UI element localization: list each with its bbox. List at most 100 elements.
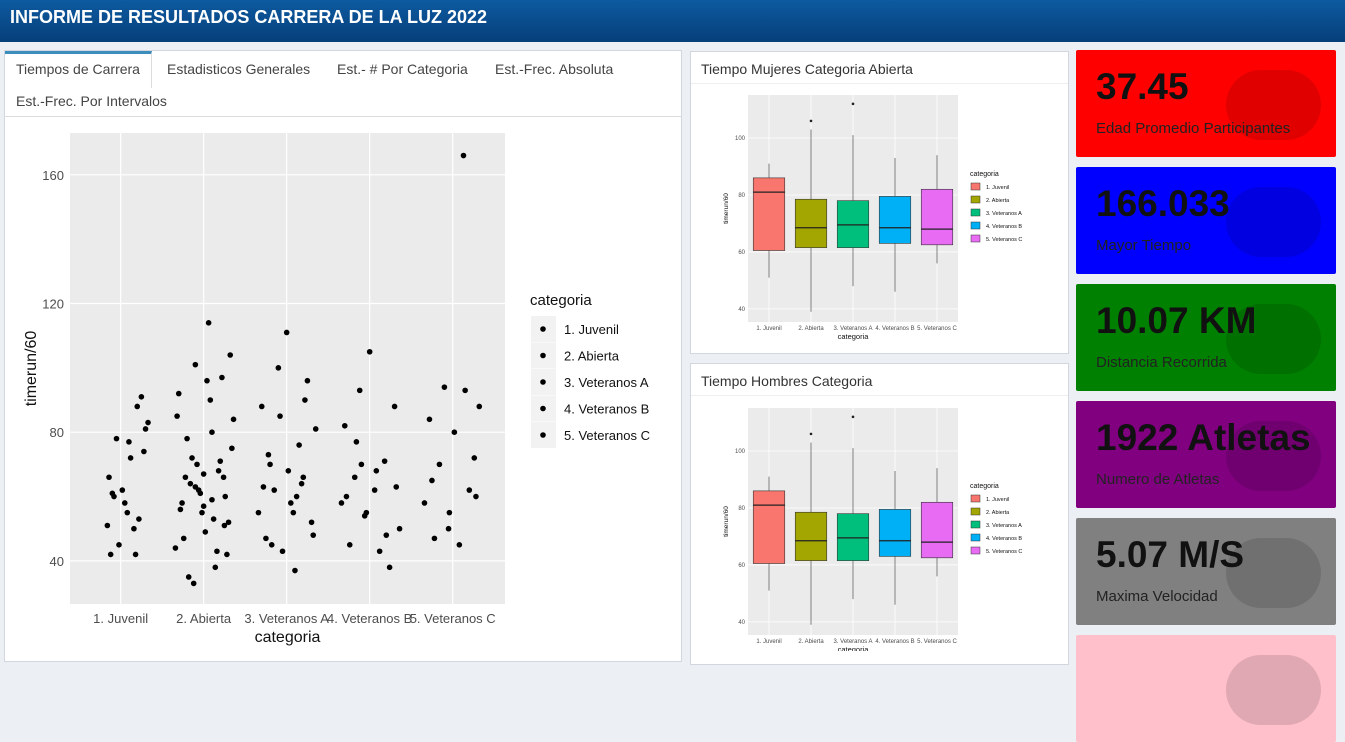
point [441, 384, 448, 390]
card-icon [1226, 421, 1321, 491]
point [371, 487, 378, 493]
legend-key [970, 208, 981, 217]
divider [691, 395, 1068, 396]
plot-background [70, 133, 505, 604]
x-tick-label: 5. Veteranos C [917, 639, 957, 645]
box [878, 509, 912, 557]
tab[interactable]: Tiempos de Carrera [16, 61, 140, 77]
box [794, 511, 828, 561]
point [255, 509, 262, 516]
point [197, 490, 204, 497]
y-tick-label: 120 [42, 297, 64, 312]
point [200, 471, 207, 477]
y-tick-label: 80 [738, 506, 745, 512]
card-icon [1226, 70, 1321, 140]
legend-key [970, 494, 981, 503]
point [175, 390, 182, 397]
legend-title: categoria [970, 171, 999, 178]
info-card: 5.07 M/S Maxima Velocidad [1076, 518, 1336, 625]
point [338, 500, 345, 506]
outlier [851, 415, 855, 419]
point [296, 442, 302, 448]
x-axis-title: categoria [838, 332, 870, 341]
outlier [851, 102, 855, 106]
point [189, 455, 195, 461]
active-tab[interactable] [5, 51, 152, 88]
legend-key [970, 533, 981, 542]
point [308, 519, 315, 526]
tab[interactable]: Est.- # Por Categoria [337, 61, 468, 77]
point [180, 535, 187, 542]
point [446, 509, 453, 516]
point [227, 352, 234, 358]
point [393, 484, 400, 490]
point [116, 542, 122, 548]
box [752, 490, 786, 564]
point [300, 474, 307, 481]
x-tick-label: 4. Veteranos B [327, 611, 412, 626]
tab[interactable]: Est.-Frec. Absoluta [495, 61, 614, 77]
tab[interactable]: Estadisticos Generales [167, 61, 311, 77]
point [304, 377, 311, 384]
x-tick-label: 1. Juvenil [756, 326, 781, 332]
header: INFORME DE RESULTADOS CARRERA DE LA LUZ … [0, 0, 1345, 42]
x-tick-label: 5. Veteranos C [917, 326, 957, 332]
point [221, 522, 228, 529]
card-value: 10.07 KM [1096, 300, 1257, 341]
point [267, 461, 273, 468]
y-tick-label: 60 [738, 250, 745, 256]
point [126, 439, 132, 445]
box [794, 198, 828, 248]
point [288, 500, 294, 506]
tab[interactable]: Est.-Frec. Por Intervalos [16, 93, 167, 109]
legend-key [970, 507, 981, 516]
point [265, 451, 272, 458]
legend-label: 1. Juvenil [564, 322, 619, 337]
card-icon [1226, 304, 1321, 374]
point [210, 516, 217, 522]
point [222, 493, 229, 500]
point [263, 535, 269, 542]
legend-label: 1. Juvenil [986, 497, 1009, 503]
point [476, 403, 483, 410]
card-value: 1922 Atletas [1096, 417, 1311, 458]
point [271, 487, 278, 493]
x-tick-label: 3. Veteranos A [833, 639, 872, 645]
point [363, 509, 370, 516]
point [310, 532, 317, 538]
point [121, 500, 128, 506]
card-label: Mayor Tiempo [1096, 237, 1192, 254]
point [192, 484, 199, 490]
point [187, 480, 194, 487]
point [174, 413, 180, 419]
point [346, 542, 353, 548]
point [451, 429, 458, 436]
legend-symbol [540, 432, 546, 438]
info-card: 1922 Atletas Numero de Atletas [1076, 401, 1336, 508]
point [172, 545, 179, 551]
point [177, 506, 184, 513]
card-label: Edad Promedio Participantes [1096, 120, 1291, 137]
point [132, 551, 139, 558]
panel-title: Tiempo Hombres Categoria [701, 373, 873, 389]
point [285, 468, 292, 474]
legend-label: 1. Juvenil [986, 185, 1009, 191]
x-tick-label: 2. Abierta [176, 611, 232, 626]
point [429, 477, 435, 484]
point [421, 500, 428, 506]
legend-key [970, 520, 981, 529]
card-value: 5.07 M/S [1096, 534, 1245, 575]
point [341, 422, 348, 429]
point [445, 525, 452, 532]
point [302, 397, 308, 403]
x-tick-label: 4. Veteranos B [875, 639, 914, 645]
point [436, 461, 443, 468]
point [214, 548, 220, 555]
point [462, 387, 468, 394]
point [356, 387, 363, 394]
y-tick-label: 100 [735, 449, 746, 455]
point [190, 580, 197, 587]
point [343, 493, 350, 500]
y-axis-title: timerun/60 [723, 506, 730, 537]
point [351, 474, 358, 481]
